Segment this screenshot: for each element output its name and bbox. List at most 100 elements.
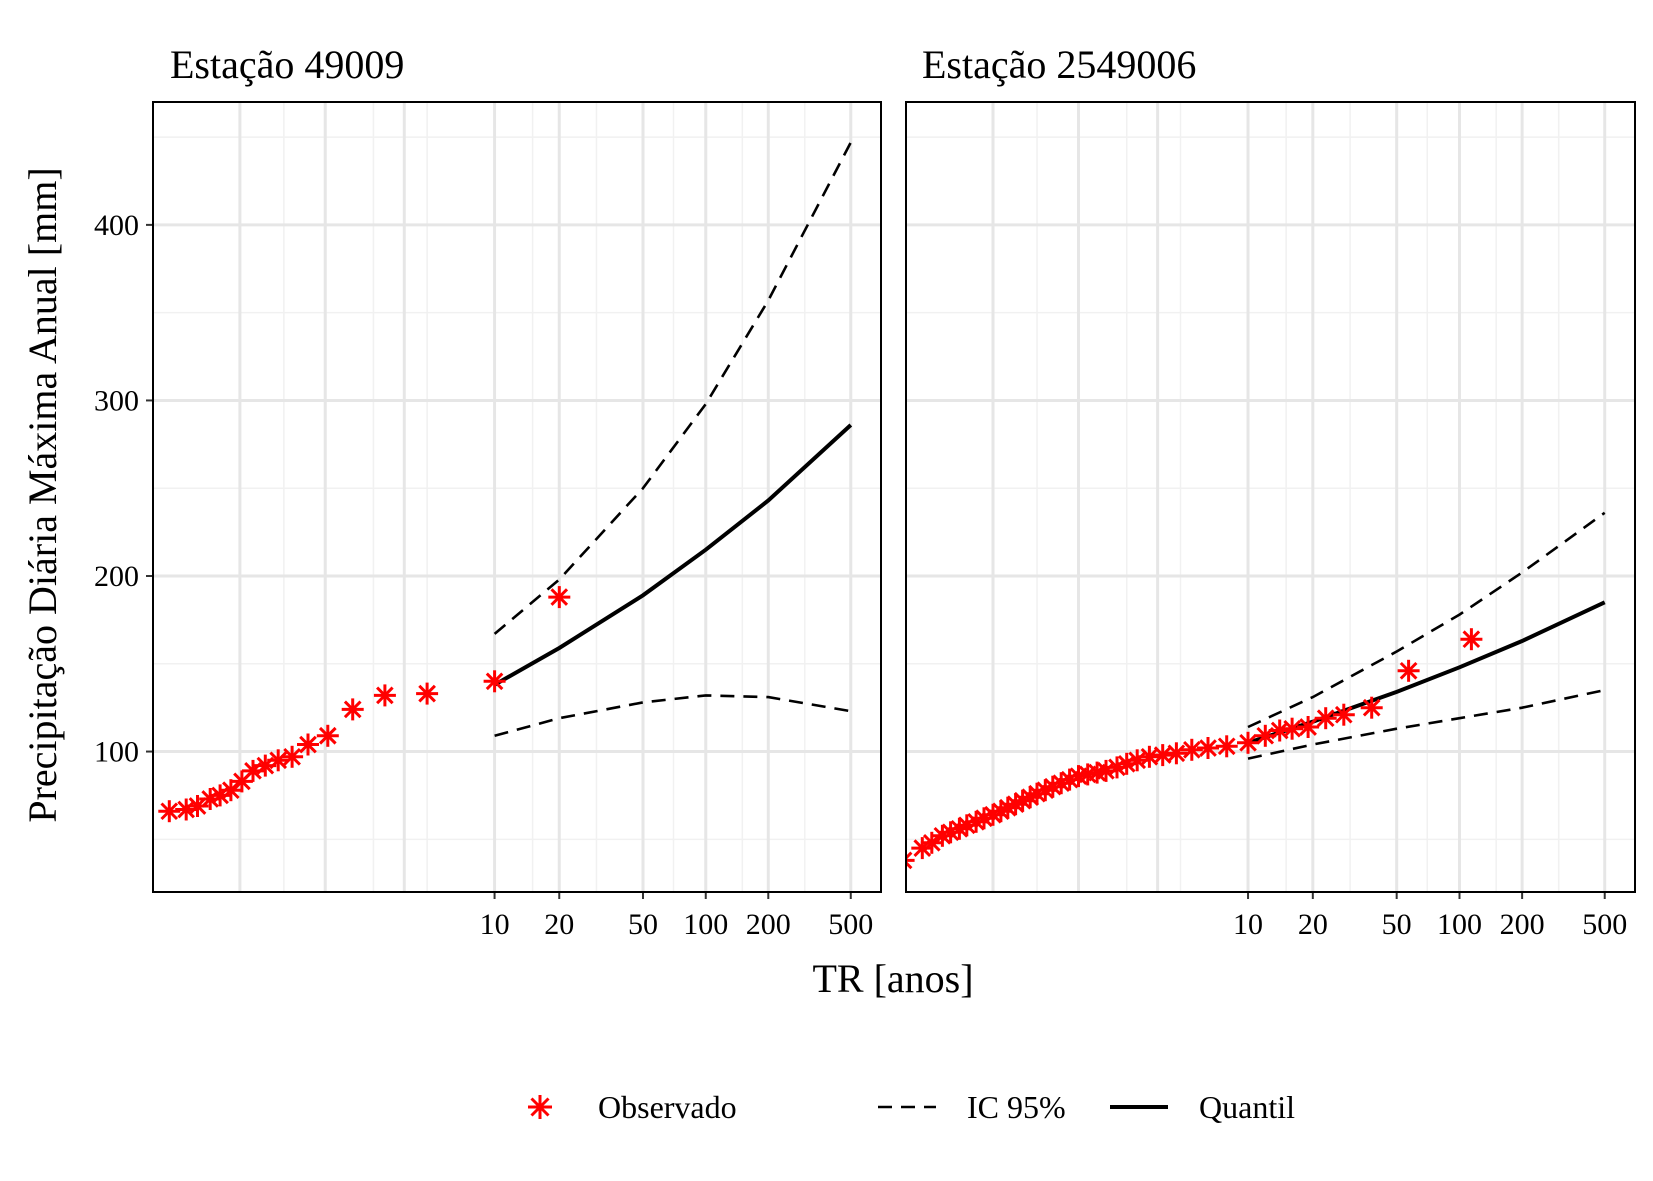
ci-95-line — [1247, 511, 1606, 729]
quantile-line — [493, 423, 853, 687]
observed-point-stroke — [1199, 739, 1217, 757]
panel-border — [152, 101, 882, 893]
observed-point — [1314, 707, 1337, 730]
observed-point — [528, 1095, 552, 1119]
observed-point-stroke — [1153, 746, 1172, 764]
observed-point — [1197, 737, 1219, 759]
observed-point-stroke — [1316, 709, 1335, 728]
observed-point — [297, 733, 319, 756]
legend-label: IC 95% — [967, 1089, 1066, 1125]
observed-point-stroke — [1140, 747, 1159, 766]
observed-point — [1165, 742, 1188, 765]
observed-point — [1281, 717, 1304, 740]
observed-point-stroke — [1283, 719, 1301, 738]
panel-title: Estação 49009 — [170, 42, 404, 87]
legend-label: Observado — [598, 1089, 737, 1125]
observed-point-stroke — [1097, 762, 1115, 780]
panel-left: Estação 49009 10 20 50 100 200 500 100 200 300 400 — [94, 42, 882, 941]
ci-95-line — [494, 694, 852, 738]
observed-point-stroke — [318, 726, 337, 745]
observed-point-stroke — [1183, 740, 1201, 759]
observed-point — [281, 745, 304, 768]
observed-point-stroke — [188, 797, 207, 815]
x-tick-label: 50 — [1382, 908, 1412, 941]
observed-point-stroke — [485, 672, 504, 691]
observed-point-stroke — [1239, 733, 1257, 752]
observed-point-stroke — [177, 800, 195, 819]
x-axis-title: TR [anos] — [812, 956, 973, 1001]
observed-point-stroke — [906, 860, 913, 870]
observed-point — [1460, 628, 1483, 651]
ci-95-line — [1247, 688, 1605, 760]
observed-point-stroke — [922, 834, 941, 852]
legend: Observado IC 95% Quantil — [528, 1089, 1295, 1125]
observed-point — [158, 800, 181, 823]
x-tick-label: 20 — [544, 908, 574, 941]
observed-point-stroke — [1167, 744, 1186, 763]
x-tick-label: 20 — [1298, 908, 1328, 941]
observed-point — [186, 795, 209, 817]
x-tick-label: 500 — [828, 908, 873, 941]
observed-point-stroke — [1362, 698, 1381, 717]
observed-point — [373, 684, 396, 707]
observed-point-stroke — [222, 781, 240, 800]
plot-area — [906, 511, 1606, 870]
observed-point — [906, 851, 915, 870]
y-tick-label: 200 — [94, 560, 139, 593]
panel-border — [905, 101, 1636, 893]
observed-point — [1215, 735, 1238, 758]
observed-point-stroke — [906, 851, 913, 861]
ci-95-line — [493, 141, 852, 635]
observed-point-stroke — [1462, 630, 1481, 649]
x-tick-label: 200 — [746, 908, 791, 941]
observed-point-stroke — [269, 751, 288, 770]
observed-point — [416, 682, 439, 705]
observed-point-stroke — [299, 735, 317, 754]
observed-point-stroke — [1128, 751, 1147, 770]
observed-point-stroke — [201, 790, 219, 808]
observed-point-stroke — [343, 700, 362, 719]
observed-point — [1332, 703, 1355, 726]
observed-point — [1360, 696, 1383, 719]
observed-point — [1180, 738, 1203, 761]
observed-point-stroke — [283, 747, 301, 766]
x-tick-label: 100 — [1437, 908, 1482, 941]
observed-point — [267, 749, 290, 772]
observed-point-stroke — [376, 686, 394, 705]
x-tick-label: 200 — [1500, 908, 1545, 941]
observed-point — [1237, 731, 1259, 754]
quantile-line — [1247, 600, 1606, 745]
observed-point-stroke — [1117, 755, 1136, 773]
observed-point-stroke — [1334, 705, 1353, 724]
y-tick-label: 100 — [94, 736, 139, 769]
observed-point — [175, 798, 198, 821]
observed-point — [548, 586, 571, 609]
legend-item: IC 95% — [878, 1089, 1066, 1125]
legend-item: Observado — [528, 1089, 737, 1125]
observed-point — [316, 724, 339, 747]
observed-point-stroke — [957, 816, 976, 835]
panel-title: Estação 2549006 — [922, 42, 1196, 87]
y-tick-label: 400 — [94, 209, 139, 242]
observed-point-stroke — [1108, 758, 1126, 777]
observed-point — [341, 698, 364, 721]
panel-right: Estação 2549006 10 20 50 100 200 500 — [905, 42, 1636, 941]
observed-point-stroke — [1299, 718, 1317, 736]
legend-label: Quantil — [1199, 1089, 1295, 1125]
x-tick-label: 10 — [480, 908, 510, 941]
legend-item: Quantil — [1110, 1089, 1295, 1125]
observed-point-stroke — [530, 1097, 550, 1117]
grid — [153, 102, 881, 892]
observed-point-stroke — [418, 684, 436, 703]
y-axis-title: Precipitação Diária Máxima Anual [mm] — [20, 167, 65, 822]
observed-point — [1041, 775, 1064, 798]
plot-area — [158, 141, 853, 823]
observed-point-stroke — [160, 802, 179, 821]
observed-point — [1095, 759, 1117, 782]
observed-point — [1297, 716, 1320, 738]
observed-point-stroke — [550, 588, 569, 606]
y-tick-label: 300 — [94, 384, 139, 417]
observed-point — [1138, 745, 1161, 768]
